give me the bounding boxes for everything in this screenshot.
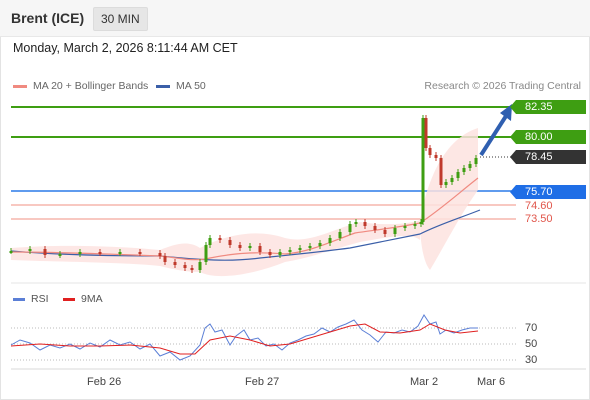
legend-ma20: MA 20 + Bollinger Bands: [13, 80, 148, 92]
target-arrow-head: [500, 104, 512, 121]
candle-body: [208, 238, 212, 245]
candle-body: [228, 240, 232, 245]
candle-body: [348, 224, 352, 232]
x-label-feb26: Feb 26: [87, 376, 122, 388]
level-label-s2: 73.50: [525, 213, 553, 225]
candle-body: [462, 168, 466, 172]
ma9-legend-label: 9MA: [81, 293, 103, 305]
legend-ma50: MA 50: [156, 80, 206, 92]
candle-body: [163, 256, 167, 262]
x-label-mar2: Mar 2: [410, 376, 439, 388]
instrument-title: Brent (ICE): [11, 10, 85, 26]
candle-body: [450, 178, 454, 182]
candle-body: [198, 262, 202, 270]
candle-body: [468, 164, 472, 168]
candle-body: [419, 222, 423, 224]
ma50-swatch: [156, 84, 170, 88]
candle-body: [474, 158, 478, 164]
price-candles: [9, 115, 478, 273]
candle-body: [268, 252, 272, 255]
rsi-swatch: [13, 297, 25, 301]
candle-body: [190, 268, 194, 270]
ma50-label: MA 50: [176, 80, 206, 92]
candle-body: [183, 265, 187, 268]
target-arrow-shaft: [479, 114, 508, 157]
candle-body: [258, 246, 262, 252]
rsi-level-70: 70: [525, 322, 538, 334]
candle-body: [28, 249, 32, 251]
ma20-swatch: [13, 84, 27, 88]
candle-body: [98, 252, 102, 254]
candle-body: [439, 158, 443, 185]
candle-body: [456, 172, 460, 178]
candle-body: [204, 245, 208, 262]
candle-body: [58, 254, 62, 256]
candle-body: [138, 252, 142, 254]
candle-body: [298, 248, 302, 250]
candle-body: [444, 182, 448, 185]
candle-body: [288, 250, 292, 252]
candle-body: [248, 246, 252, 248]
level-label-pivot: 75.70: [510, 185, 586, 199]
candle-body: [278, 252, 282, 255]
candle-body: [238, 245, 242, 248]
current-price-label: 78.45: [510, 150, 586, 164]
candle-body: [318, 243, 322, 246]
candle-body: [383, 230, 387, 234]
rsi-ma-line: [10, 323, 479, 355]
candle-body: [403, 226, 407, 228]
candle-body: [328, 238, 332, 243]
rsi-line: [10, 314, 478, 361]
datetime-label: Monday, March 2, 2026 8:11:44 AM CET: [13, 41, 238, 55]
candle-body: [373, 226, 377, 230]
bollinger-bands: [11, 128, 478, 277]
level-label-r1: 80.00: [510, 130, 586, 144]
rsi-level-30: 30: [525, 354, 538, 366]
candle-body: [434, 155, 438, 158]
candle-body: [9, 251, 13, 253]
timeframe-badge[interactable]: 30 MIN: [93, 7, 148, 31]
candle-body: [173, 262, 177, 265]
legend-9ma: 9MA: [63, 293, 103, 305]
rsi-legend-label: RSI: [31, 293, 49, 305]
x-label-feb27: Feb 27: [245, 376, 280, 388]
candle-body: [338, 232, 342, 238]
candle-body: [118, 252, 122, 254]
candle-body: [428, 148, 432, 155]
candle-body: [78, 252, 82, 254]
x-label-mar6: Mar 6: [477, 376, 506, 388]
ma20-label: MA 20 + Bollinger Bands: [33, 80, 149, 92]
candle-body: [158, 253, 162, 256]
candle-body: [393, 228, 397, 234]
legend-rsi: RSI: [13, 293, 49, 305]
candle-body: [413, 224, 417, 226]
ma50-line: [10, 209, 481, 261]
level-label-r2: 82.35: [510, 100, 586, 114]
candle-body: [354, 222, 358, 224]
candle-body: [421, 118, 425, 222]
candle-body: [363, 222, 367, 226]
research-credit: Research © 2026 Trading Central: [424, 80, 581, 92]
candle-body: [424, 118, 428, 148]
rsi-level-50: 50: [525, 338, 538, 350]
candle-body: [308, 246, 312, 248]
candle-body: [43, 249, 47, 255]
ma9-swatch: [63, 297, 75, 301]
level-label-s1: 74.60: [525, 200, 553, 212]
chart-header: Brent (ICE) 30 MIN: [0, 0, 590, 37]
candle-body: [218, 238, 222, 240]
